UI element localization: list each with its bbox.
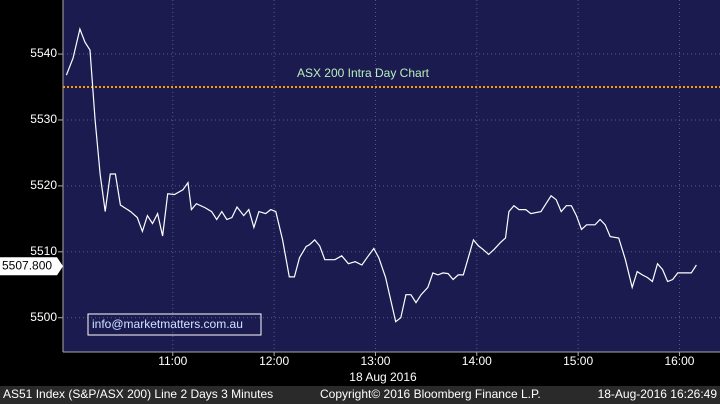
last-price-label: 5507.800: [2, 258, 52, 272]
price-line: [65, 26, 697, 323]
x-tick-label: 11:00: [158, 354, 187, 368]
last-price-box: [0, 257, 63, 276]
y-tick-label: 5530: [30, 112, 57, 126]
y-tick-label: 5540: [30, 46, 57, 60]
footer-left: AS51 Index (S&P/ASX 200) Line 2 Days 3 M…: [3, 387, 273, 401]
x-tick-label: 14:00: [462, 354, 492, 368]
x-tick-label: 13:00: [360, 354, 390, 368]
y-tick-label: 5500: [30, 310, 57, 324]
plot-area: [63, 0, 720, 352]
x-tick-label: 15:00: [563, 354, 593, 368]
y-tick-label: 5510: [30, 244, 57, 258]
x-tick-label: 16:00: [664, 354, 694, 368]
footer-bar: [0, 386, 720, 404]
watermark: info@marketmatters.com.au: [92, 317, 243, 331]
x-axis-label: 18 Aug 2016: [349, 370, 417, 384]
annotation: ASX 200 Intra Day Chart: [297, 66, 430, 80]
footer-right: 18-Aug-2016 16:26:49: [598, 387, 718, 401]
footer-center: Copyright© 2016 Bloomberg Finance L.P.: [320, 387, 541, 401]
y-tick-label: 5520: [30, 178, 57, 192]
watermark-box: [87, 313, 262, 336]
x-tick-label: 12:00: [259, 354, 289, 368]
